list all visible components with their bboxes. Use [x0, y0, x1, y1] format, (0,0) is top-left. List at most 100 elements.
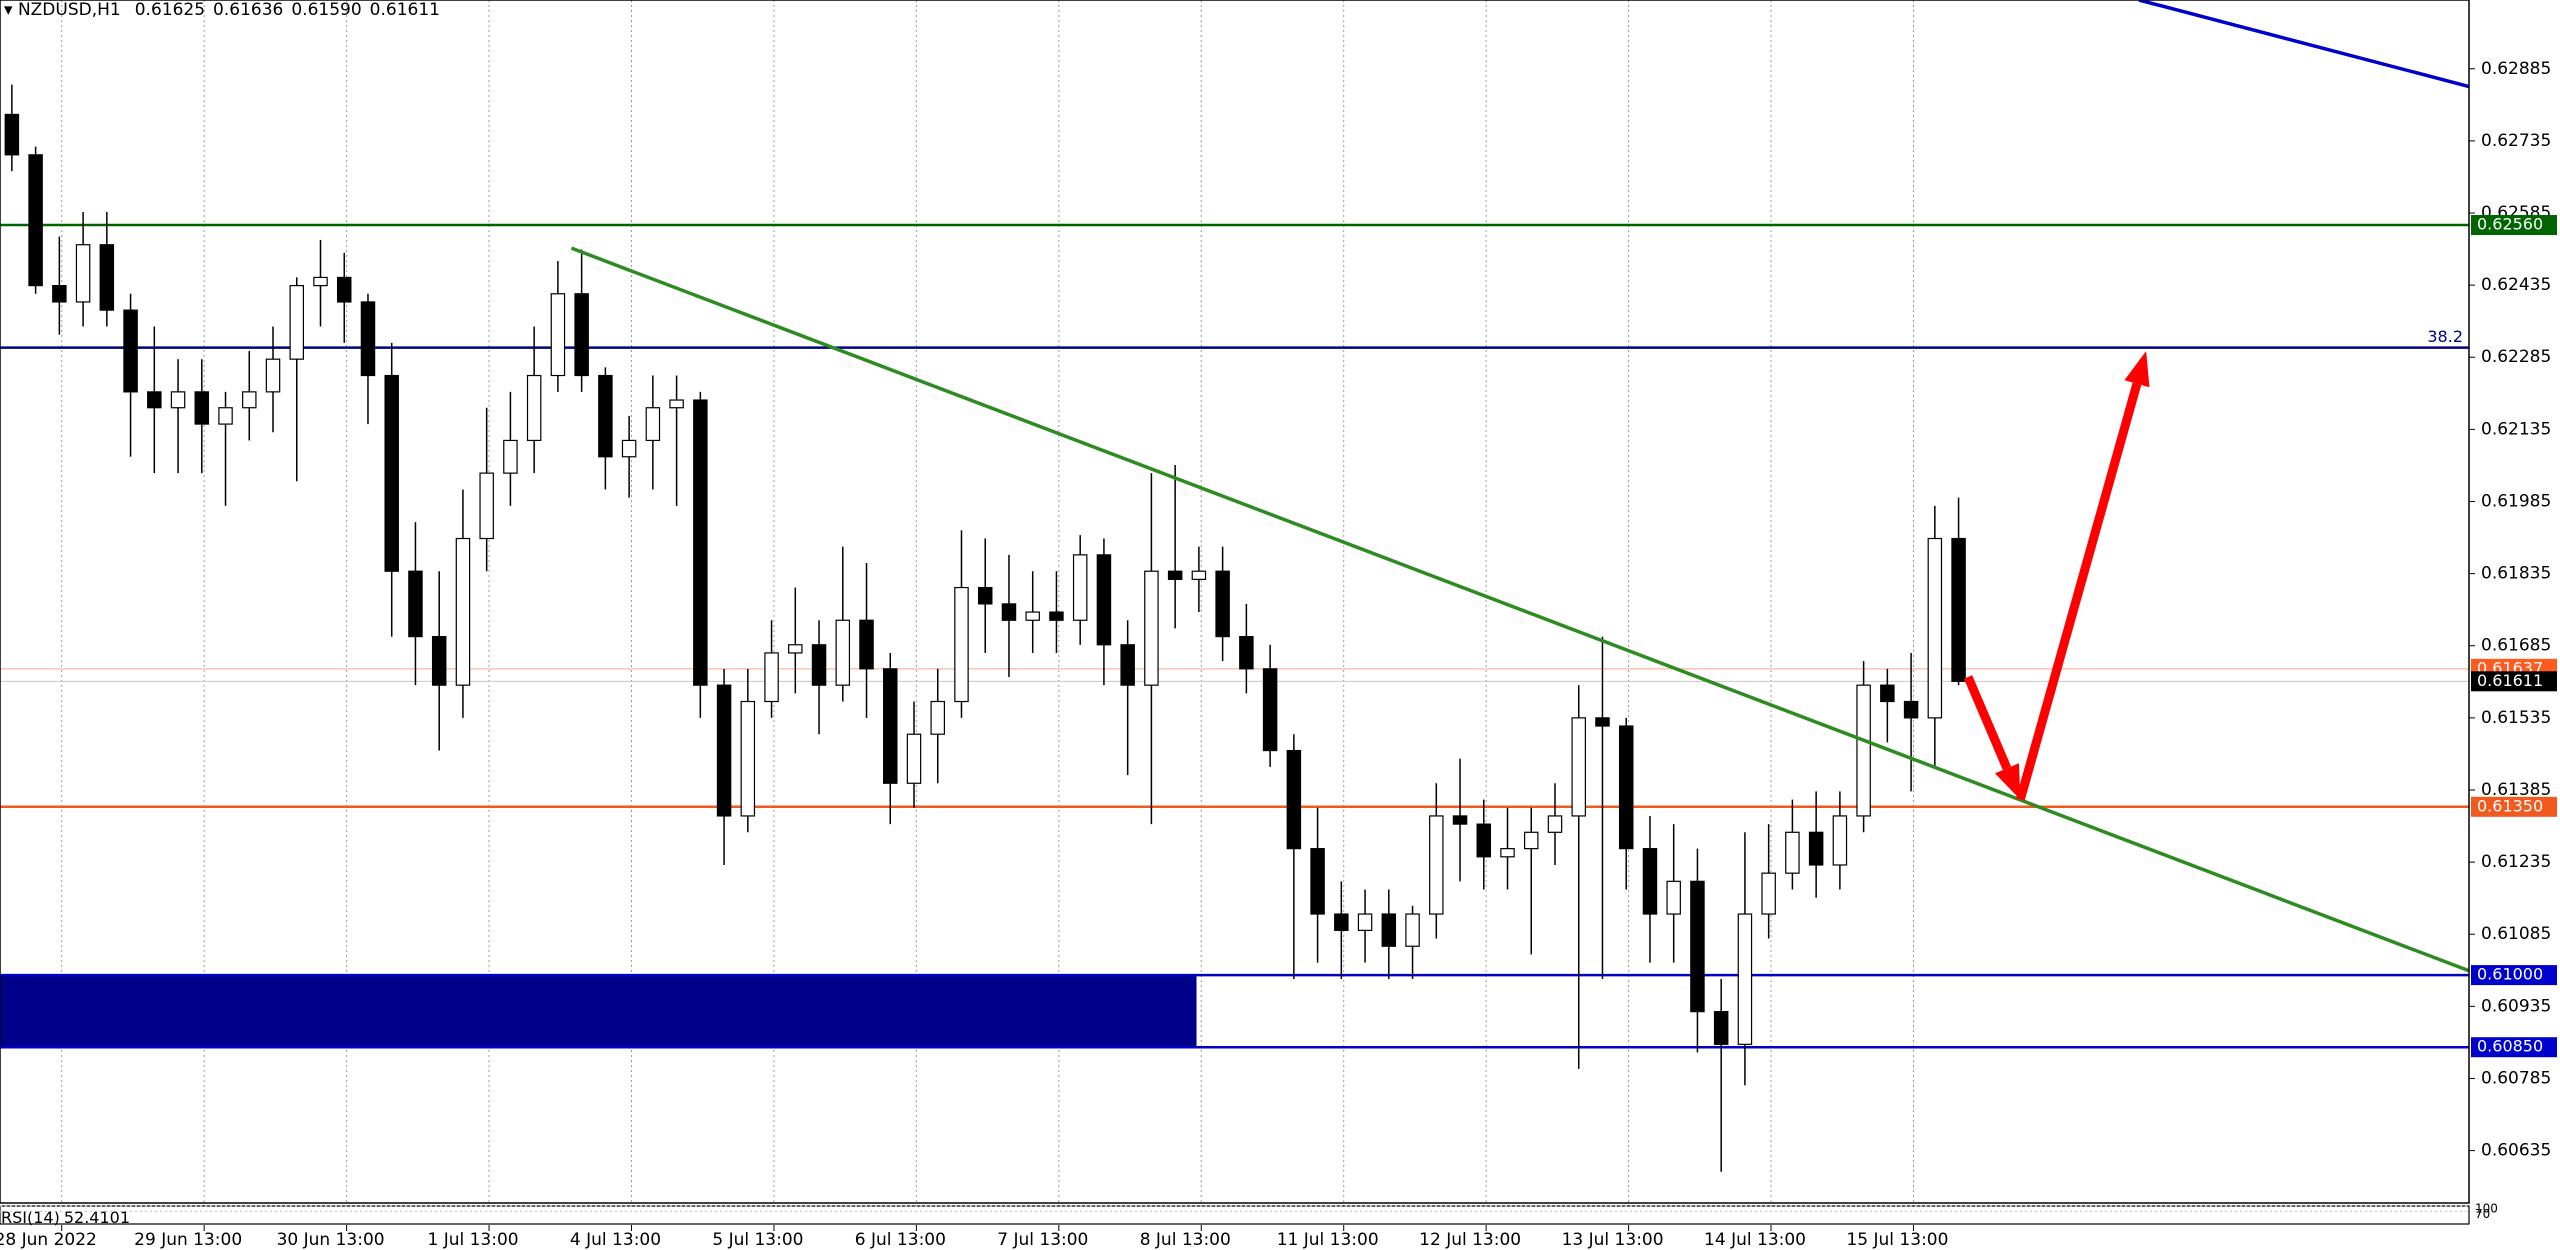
- candle-body: [1215, 570, 1230, 638]
- y-tick-label: 0.62735: [2481, 131, 2551, 151]
- x-tick-label: 13 Jul 13:00: [1562, 1230, 1664, 1250]
- plot-border: [0, 0, 2470, 1204]
- candle-body: [811, 644, 827, 686]
- candle-body: [1239, 635, 1254, 670]
- candle-body: [384, 374, 399, 572]
- candle-body: [1785, 831, 1800, 874]
- y-tick-label: 0.61685: [2481, 636, 2551, 656]
- candle-body: [75, 244, 91, 303]
- candle-body: [859, 619, 874, 670]
- candle-body: [693, 399, 708, 686]
- candle-body: [1856, 684, 1871, 817]
- candle-body: [1808, 831, 1824, 866]
- candle-body: [1713, 1011, 1729, 1045]
- candle-body: [550, 293, 566, 377]
- candle-body: [764, 652, 779, 703]
- candle-body: [1001, 603, 1017, 621]
- candle-body: [716, 684, 732, 817]
- candle-body: [455, 537, 471, 686]
- chart-header: ▾ NZDUSD,H1 0.61625 0.61636 0.61590 0.61611: [4, 0, 440, 20]
- y-tick-label: 0.61535: [2481, 708, 2551, 728]
- x-tick-label: 1 Jul 13:00: [427, 1230, 518, 1250]
- candle-body: [1476, 823, 1492, 858]
- x-tick-label: 14 Jul 13:00: [1704, 1230, 1806, 1250]
- candle-body: [431, 635, 447, 686]
- x-tick-label: 7 Jul 13:00: [997, 1230, 1088, 1250]
- candle-body: [1096, 554, 1112, 646]
- candle-body: [740, 700, 756, 817]
- x-tick-label: 12 Jul 13:00: [1419, 1230, 1521, 1250]
- candle-body: [669, 399, 684, 409]
- header-value: 0.61636: [213, 0, 283, 20]
- candle-body: [977, 586, 993, 605]
- candle-body: [1167, 570, 1183, 580]
- y-tick-label: 0.62285: [2481, 347, 2551, 367]
- x-tick-label: 29 Jun 13:00: [134, 1230, 242, 1250]
- candle-body: [28, 154, 43, 287]
- candle-body: [574, 293, 589, 377]
- candle-body: [1618, 725, 1634, 850]
- arrow-head: [1995, 763, 2021, 800]
- trendline: [570, 246, 2470, 973]
- level-label: 0.60850: [2477, 1037, 2543, 1056]
- y-tick-label: 0.62135: [2481, 419, 2551, 439]
- candle-body: [1381, 913, 1397, 947]
- y-tick-label: 0.61835: [2481, 564, 2551, 584]
- x-tick-label: 8 Jul 13:00: [1140, 1230, 1231, 1250]
- candle-body: [1120, 644, 1135, 686]
- candle-body: [1927, 537, 1943, 719]
- candle-body: [1595, 717, 1610, 727]
- candle-body: [930, 700, 945, 735]
- candle-body: [408, 570, 423, 638]
- last-label-box: [2471, 671, 2557, 692]
- arrow-head: [2124, 350, 2150, 388]
- x-tick-label: 4 Jul 13:00: [570, 1230, 661, 1250]
- candle-body: [265, 358, 281, 393]
- level-label-box: [2471, 215, 2557, 236]
- candle-body: [170, 391, 186, 409]
- candle-body: [194, 391, 210, 425]
- x-tick-label: 5 Jul 13:00: [712, 1230, 803, 1250]
- candle-body: [1191, 570, 1207, 580]
- rsi-name: RSI(14): [1, 1208, 60, 1227]
- candle-body: [52, 285, 67, 303]
- candle-body: [1144, 570, 1159, 686]
- fib-label: 38.2: [2427, 327, 2463, 346]
- level-label-box: [2471, 796, 2557, 817]
- candle-body: [526, 374, 542, 442]
- candle-body: [360, 301, 376, 377]
- rsi-label: RSI(14) 52.4101: [1, 1208, 130, 1227]
- candle-body: [906, 733, 922, 784]
- level-label: 0.62560: [2477, 215, 2543, 234]
- candle-body: [218, 407, 233, 425]
- level-label: 0.61000: [2477, 965, 2543, 984]
- rsi-panel: [0, 1205, 2470, 1225]
- arrow-shaft: [2015, 382, 2142, 801]
- rsi-tick-label: 100: [2475, 1202, 2498, 1216]
- y-tick-label: 0.62885: [2481, 59, 2551, 79]
- candle-body: [1571, 717, 1586, 817]
- candle-body: [1025, 611, 1040, 621]
- candle-body: [1310, 848, 1325, 915]
- candle-body: [1737, 913, 1753, 1045]
- candle-body: [479, 472, 494, 540]
- plot-area: 38.2: [0, 0, 2470, 1225]
- y-tick-label: 0.60935: [2481, 996, 2551, 1016]
- candle-body: [598, 374, 613, 458]
- menu-arrow: ▾: [4, 0, 18, 20]
- candle-body: [99, 244, 115, 311]
- candle-body: [1903, 700, 1919, 719]
- candle-body: [788, 644, 803, 654]
- candle-body: [1429, 815, 1444, 915]
- candle-body: [336, 276, 352, 303]
- x-tick-label: 30 Jun 13:00: [277, 1230, 385, 1250]
- candle-body: [1880, 684, 1895, 703]
- last-label: 0.61611: [2477, 671, 2543, 690]
- candle-body: [645, 407, 661, 442]
- level-label: 0.61350: [2477, 796, 2543, 815]
- candle-body: [1334, 913, 1349, 931]
- candle-body: [835, 619, 851, 686]
- candle-body: [1642, 848, 1658, 915]
- y-tick-label: 0.61985: [2481, 491, 2551, 511]
